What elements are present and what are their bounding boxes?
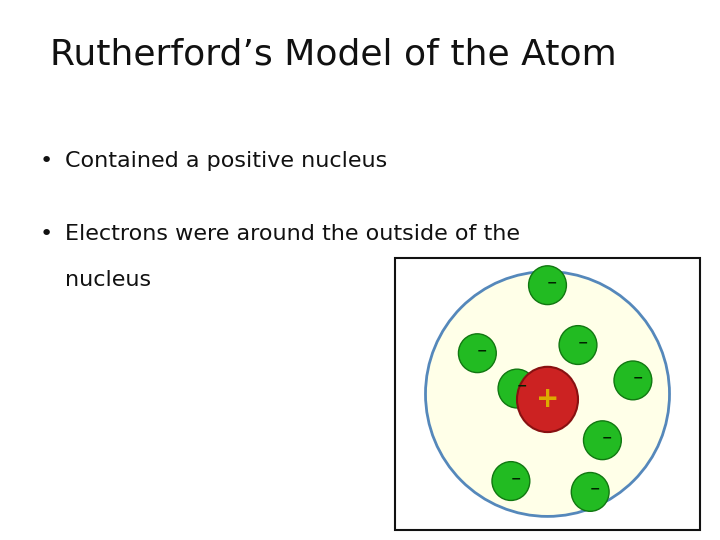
Text: Electrons were around the outside of the: Electrons were around the outside of the xyxy=(65,224,520,244)
Text: +: + xyxy=(536,386,559,414)
Text: −: − xyxy=(547,276,557,289)
Text: −: − xyxy=(516,380,527,393)
Ellipse shape xyxy=(492,462,530,501)
Ellipse shape xyxy=(498,369,536,408)
Ellipse shape xyxy=(459,334,496,373)
Text: −: − xyxy=(590,483,600,496)
Text: −: − xyxy=(632,372,643,384)
Text: −: − xyxy=(602,431,613,444)
Text: Rutherford’s Model of the Atom: Rutherford’s Model of the Atom xyxy=(50,38,617,72)
Ellipse shape xyxy=(517,367,578,432)
Text: −: − xyxy=(477,344,487,357)
Text: Contained a positive nucleus: Contained a positive nucleus xyxy=(65,151,387,171)
Text: •: • xyxy=(40,224,53,244)
Ellipse shape xyxy=(559,326,597,365)
Ellipse shape xyxy=(528,266,567,305)
Text: •: • xyxy=(40,151,53,171)
Bar xyxy=(395,258,700,530)
Ellipse shape xyxy=(614,361,652,400)
Ellipse shape xyxy=(571,472,609,511)
Text: −: − xyxy=(577,336,588,349)
Text: nucleus: nucleus xyxy=(65,270,151,290)
Text: −: − xyxy=(510,472,521,485)
Ellipse shape xyxy=(583,421,621,460)
Ellipse shape xyxy=(426,272,670,516)
